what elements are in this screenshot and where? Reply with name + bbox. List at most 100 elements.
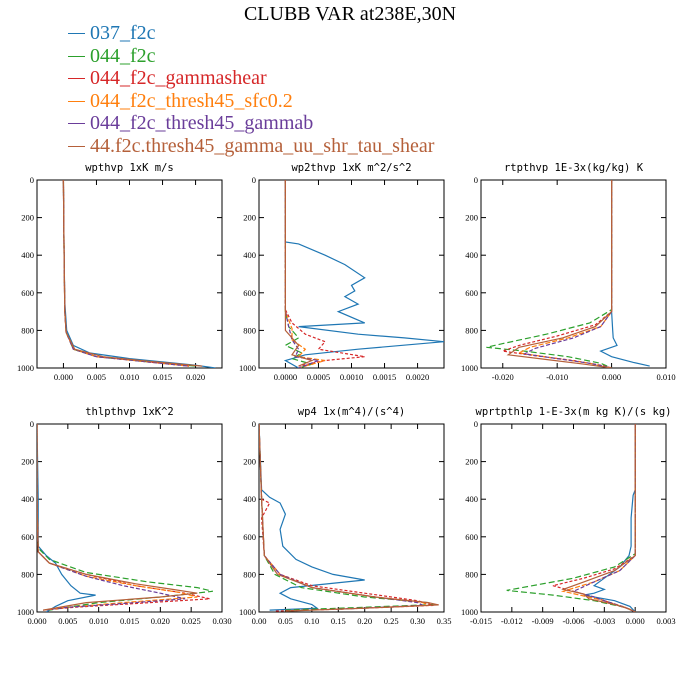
- x-tick-label: 0.0005: [307, 372, 330, 382]
- x-tick-label: 0.0015: [373, 372, 396, 382]
- series-line: [62, 180, 203, 367]
- series-line: [37, 424, 198, 611]
- plot-frame: [480, 179, 667, 369]
- y-tick-label: 1000: [239, 607, 256, 617]
- y-tick-label: 1000: [17, 607, 34, 617]
- x-tick-label: 0.0020: [406, 372, 429, 382]
- x-tick-label: 0.010: [89, 616, 108, 626]
- y-tick-label: 0: [474, 419, 478, 429]
- y-tick-label: 200: [21, 213, 34, 223]
- x-tick-label: 0.10: [304, 616, 319, 626]
- series-line: [284, 180, 315, 368]
- y-tick-label: 400: [243, 250, 256, 260]
- legend-label: 44.f2c.thresh45_gamma_uu_shr_tau_shear: [90, 134, 435, 157]
- series-line: [62, 180, 216, 368]
- y-tick-label: 600: [243, 532, 256, 542]
- y-tick-label: 200: [243, 457, 256, 467]
- x-tick-label: 0.000: [626, 616, 645, 626]
- x-tick-label: 0.005: [58, 616, 77, 626]
- y-tick-label: 800: [243, 569, 256, 579]
- series-line: [37, 424, 96, 612]
- series-line: [37, 424, 186, 611]
- y-tick-label: 800: [21, 569, 34, 579]
- legend-label: 044_f2c_thresh45_sfc0.2: [90, 89, 293, 112]
- x-tick-label: 0.0010: [340, 372, 363, 382]
- y-tick-label: 200: [465, 457, 478, 467]
- series-line: [259, 424, 365, 611]
- legend-swatch: [68, 55, 85, 57]
- series-line: [259, 424, 439, 612]
- y-tick-label: 0: [30, 175, 34, 185]
- y-tick-label: 400: [465, 494, 478, 504]
- x-tick-label: -0.012: [501, 616, 523, 626]
- panel-title: rtpthvp 1E-3x(kg/kg) K: [504, 162, 644, 174]
- y-tick-label: 1000: [461, 363, 478, 373]
- x-tick-label: -0.010: [546, 372, 568, 382]
- legend-label: 044_f2c_gammashear: [90, 67, 267, 89]
- y-tick-label: 600: [465, 532, 478, 542]
- y-tick-label: 800: [243, 325, 256, 335]
- y-tick-label: 0: [252, 175, 256, 185]
- y-tick-label: 1000: [461, 607, 478, 617]
- x-tick-label: 0.000: [54, 372, 73, 382]
- plot-frame: [258, 423, 445, 613]
- x-tick-label: 0.15: [331, 616, 346, 626]
- x-tick-label: 0.020: [186, 372, 205, 382]
- y-tick-label: 600: [465, 288, 478, 298]
- legend-label: 037_f2c: [90, 22, 156, 44]
- series-line: [583, 424, 636, 612]
- legend-swatch: [68, 123, 85, 124]
- panel-title: wprtpthlp 1-E-3x(m kg K)/(s kg): [476, 406, 672, 418]
- legend-label: 044_f2c_thresh45_gammab: [90, 112, 314, 134]
- y-tick-label: 200: [465, 213, 478, 223]
- y-tick-label: 1000: [17, 363, 34, 373]
- x-tick-label: 0.20: [357, 616, 372, 626]
- x-tick-label: -0.020: [492, 372, 514, 382]
- series-line: [62, 180, 190, 367]
- x-tick-label: 0.010: [656, 372, 675, 382]
- x-tick-label: 0.010: [120, 372, 139, 382]
- legend-swatch: [68, 100, 85, 102]
- panel-title: wp2thvp 1xK m^2/s^2: [291, 162, 411, 174]
- legend-label: 044_f2c: [90, 44, 156, 67]
- y-tick-label: 800: [465, 325, 478, 335]
- y-tick-label: 400: [465, 250, 478, 260]
- series-line: [62, 180, 190, 367]
- y-tick-label: 200: [21, 457, 34, 467]
- series-line: [560, 424, 636, 612]
- panel-title: wpthvp 1xK m/s: [85, 162, 174, 174]
- y-tick-label: 0: [252, 419, 256, 429]
- x-tick-label: -0.003: [593, 616, 615, 626]
- x-tick-label: 0.005: [87, 372, 106, 382]
- series-line: [561, 424, 636, 612]
- series-line: [552, 424, 636, 612]
- series-line: [284, 180, 314, 367]
- x-tick-label: -0.006: [563, 616, 585, 626]
- y-tick-label: 400: [21, 494, 34, 504]
- plot-frame: [258, 179, 445, 369]
- series-line: [522, 180, 613, 368]
- series-line: [284, 180, 365, 367]
- y-tick-label: 200: [243, 213, 256, 223]
- y-tick-label: 800: [465, 569, 478, 579]
- x-tick-label: -0.015: [470, 616, 492, 626]
- y-tick-label: 600: [243, 288, 256, 298]
- series-line: [599, 180, 650, 367]
- y-tick-label: 1000: [239, 363, 256, 373]
- x-tick-label: 0.000: [602, 372, 621, 382]
- panel-title: wp4 1x(m^4)/(s^4): [298, 406, 405, 418]
- y-tick-label: 600: [21, 532, 34, 542]
- series-line: [283, 180, 444, 368]
- series-line: [284, 180, 321, 368]
- series-line: [37, 424, 210, 611]
- legend-swatch: [68, 33, 85, 34]
- x-tick-label: -0.009: [532, 616, 554, 626]
- y-tick-label: 400: [21, 250, 34, 260]
- x-tick-label: 0.000: [27, 616, 46, 626]
- plot-frame: [480, 423, 667, 613]
- x-tick-label: 0.30: [410, 616, 425, 626]
- series-line: [259, 424, 426, 610]
- x-tick-label: 0.015: [120, 616, 139, 626]
- x-tick-label: 0.00: [252, 616, 267, 626]
